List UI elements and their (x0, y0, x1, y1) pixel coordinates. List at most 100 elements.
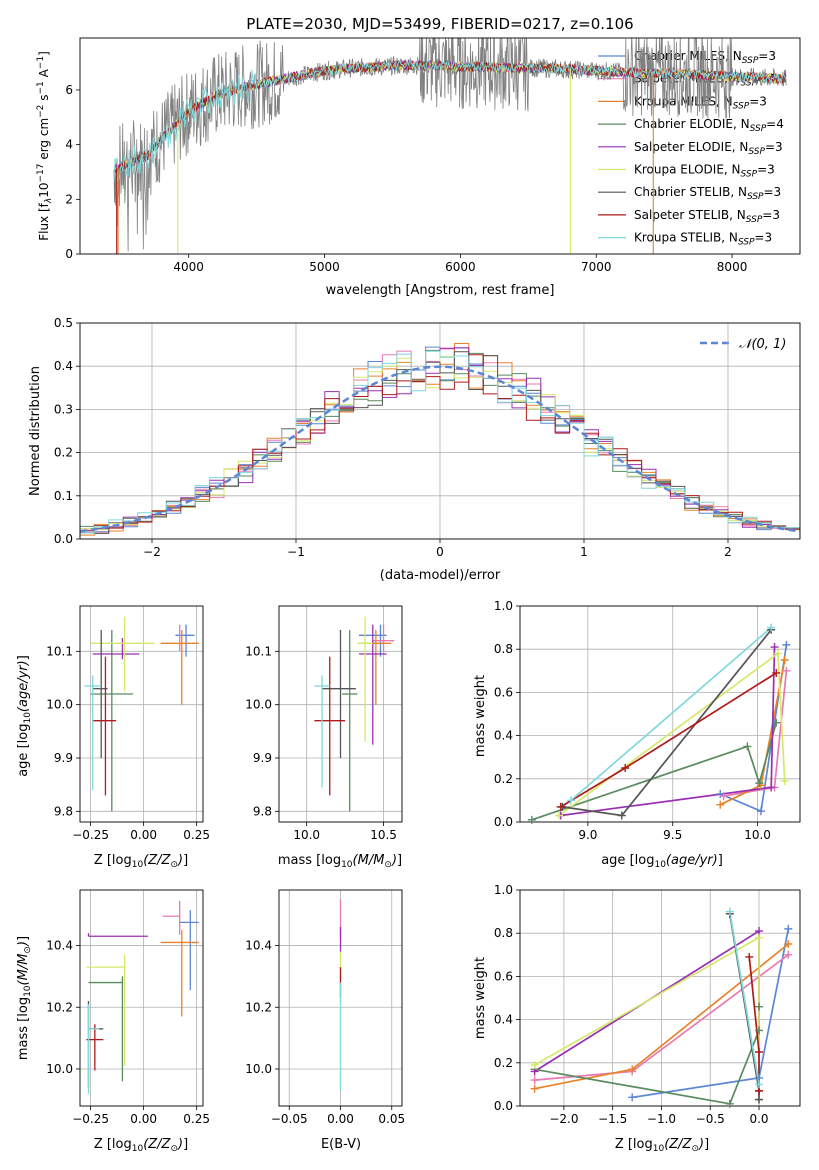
weight-z-ylabel: mass weight (473, 957, 488, 1039)
weight-marker-chabrier_miles (756, 807, 765, 816)
x-tick-label: 0.05 (378, 1112, 405, 1126)
weight-marker-kroupa_stelib (767, 623, 776, 632)
weight-marker-salpeter_miles (530, 1076, 539, 1085)
weight-marker-chabrier_elodie (755, 1002, 764, 1011)
residual-histogram-kroupa_stelib (80, 350, 800, 539)
axes-frame (79, 37, 801, 255)
y-tick-label: 0.5 (54, 316, 73, 330)
legend-label-salpeter_stelib: Salpeter STELIB, NSSP=3 (634, 208, 780, 225)
x-tick-label: 1 (580, 545, 588, 559)
age-vs-z-panel: Z [log10(Z/Z⊙)] age [log10(age/yr)] −0.2… (16, 605, 210, 870)
x-tick-label: −0.25 (72, 1112, 109, 1126)
y-tick-label: 9.9 (54, 751, 73, 765)
x-tick-label: −1.5 (598, 1112, 627, 1126)
y-tick-label: 0.2 (54, 446, 73, 460)
x-tick-label: 10.0 (293, 828, 320, 842)
y-tick-label: 10.2 (245, 1000, 272, 1014)
x-tick-label: 0.25 (183, 828, 210, 842)
weight-marker-kroupa_miles (780, 656, 789, 664)
x-tick-label: 10.0 (744, 828, 771, 842)
mass-z-ylabel: mass [log10(M/M⊙)] (16, 936, 33, 1060)
y-tick-label: 0.0 (494, 1099, 513, 1113)
y-tick-label: 2 (65, 192, 73, 206)
weight-marker-kroupa_stelib (725, 907, 734, 916)
weight-marker-kroupa_stelib (755, 1080, 764, 1089)
weight-marker-kroupa_miles (628, 1065, 637, 1074)
weight-marker-salpeter_stelib (745, 952, 754, 961)
mass-vs-ebv-panel: E(B-V) −0.05 0.00 0.05 10.0 10.2 10.4 (245, 889, 405, 1152)
weight-marker-chabrier_elodie (755, 1026, 764, 1035)
weight-marker-salpeter_stelib (621, 764, 630, 772)
y-tick-label: 4 (65, 138, 73, 152)
weight-marker-chabrier_elodie (743, 742, 752, 751)
mass-z-xlabel: Z [log10(Z/Z⊙)] (94, 1137, 188, 1154)
weight-marker-kroupa_elodie (555, 811, 564, 820)
y-tick-label: 10.2 (46, 1000, 73, 1014)
plot-area (279, 890, 402, 1106)
y-tick-label: 0.3 (54, 402, 73, 416)
y-tick-label: 0.8 (494, 642, 513, 656)
weight-marker-salpeter_miles (784, 950, 793, 959)
spectrum-panel: PLATE=2030, MJD=53499, FIBERID=0217, z=0… (36, 15, 801, 298)
weight-marker-chabrier_elodie (725, 1099, 734, 1108)
y-tick-label: 10.4 (245, 939, 272, 953)
axes-frame (79, 322, 801, 540)
plot-area (80, 323, 800, 539)
y-tick-label: 1.0 (494, 599, 513, 613)
plot-area (80, 606, 203, 822)
spectrum-xlabel: wavelength [Angstrom, rest frame] (326, 283, 555, 298)
weight-marker-chabrier_miles (628, 1093, 637, 1102)
legend-label-kroupa_elodie: Kroupa ELODIE, NSSP=3 (634, 163, 775, 180)
y-tick-label: 0.4 (494, 729, 513, 743)
age-z-xlabel: Z [log10(Z/Z⊙)] (94, 853, 188, 870)
y-tick-label: 10.4 (46, 939, 73, 953)
weight-marker-chabrier_elodie (527, 815, 536, 824)
y-tick-label: 0.6 (494, 685, 513, 699)
y-tick-label: 10.0 (46, 698, 73, 712)
x-tick-label: 6000 (445, 260, 476, 274)
weight-marker-salpeter_stelib (772, 668, 781, 677)
x-tick-label: −0.25 (72, 828, 109, 842)
y-tick-label: 1.0 (494, 883, 513, 897)
weight-line-kroupa_stelib (728, 911, 760, 1085)
weight-vs-age-panel: age [log10(age/yr)] mass weight 9.0 9.5 10… (473, 599, 801, 870)
x-tick-label: −0.05 (271, 1112, 308, 1126)
weight-age-xlabel: age [log10(age/yr)] (601, 853, 723, 870)
x-tick-label: 5000 (309, 260, 340, 274)
weight-marker-kroupa_miles (784, 940, 793, 948)
normal-curve (80, 365, 800, 533)
weight-marker-kroupa_elodie (755, 933, 764, 942)
y-tick-label: 0 (65, 247, 73, 261)
weight-marker-kroupa_miles (530, 1084, 539, 1093)
age-mass-xlabel: mass [log10(M/M⊙)] (278, 853, 402, 870)
weight-vs-z-panel: Z [log10(Z/Z⊙)] mass weight −2.0 −1.5 −1.0… (473, 883, 801, 1154)
y-tick-label: 0.4 (54, 359, 73, 373)
mass-ebv-xlabel: E(B-V) (321, 1137, 361, 1152)
age-z-ylabel: age [log10(age/yr)] (16, 655, 33, 777)
weight-marker-kroupa_elodie (780, 776, 789, 785)
weight-marker-chabrier_miles (784, 924, 793, 933)
weight-marker-salpeter_miles (782, 666, 791, 675)
y-tick-label: 9.8 (253, 804, 272, 818)
y-tick-label: 10.0 (245, 1062, 272, 1076)
legend-label-kroupa_stelib: Kroupa STELIB, NSSP=3 (634, 231, 772, 248)
y-tick-label: 10.1 (46, 644, 73, 658)
residuals-xlabel: (data-model)/error (380, 568, 501, 583)
legend-label-salpeter_elodie: Salpeter ELODIE, NSSP=3 (634, 140, 783, 157)
weight-marker-chabrier_stelib (617, 811, 626, 820)
plot-area (80, 890, 203, 1106)
y-tick-label: 0.8 (494, 926, 513, 940)
legend-label-chabrier_stelib: Chabrier STELIB, NSSP=3 (634, 185, 781, 202)
x-tick-label: −2.0 (549, 1112, 578, 1126)
mass-vs-z-panel: Z [log10(Z/Z⊙)] mass [log10(M/M⊙)] −0.25… (16, 889, 210, 1154)
weight-marker-kroupa_stelib (566, 796, 575, 805)
x-tick-label: 0.00 (130, 1112, 157, 1126)
spectrum-title: PLATE=2030, MJD=53499, FIBERID=0217, z=0… (246, 15, 633, 33)
y-tick-label: 0.1 (54, 489, 73, 503)
x-tick-label: 0.00 (327, 1112, 354, 1126)
y-tick-label: 10.0 (46, 1062, 73, 1076)
weight-line-kroupa_stelib (570, 626, 772, 802)
weight-marker-salpeter_elodie (767, 783, 776, 792)
residuals-panel: (data-model)/error Normed distribution 𝒩… (28, 316, 801, 583)
